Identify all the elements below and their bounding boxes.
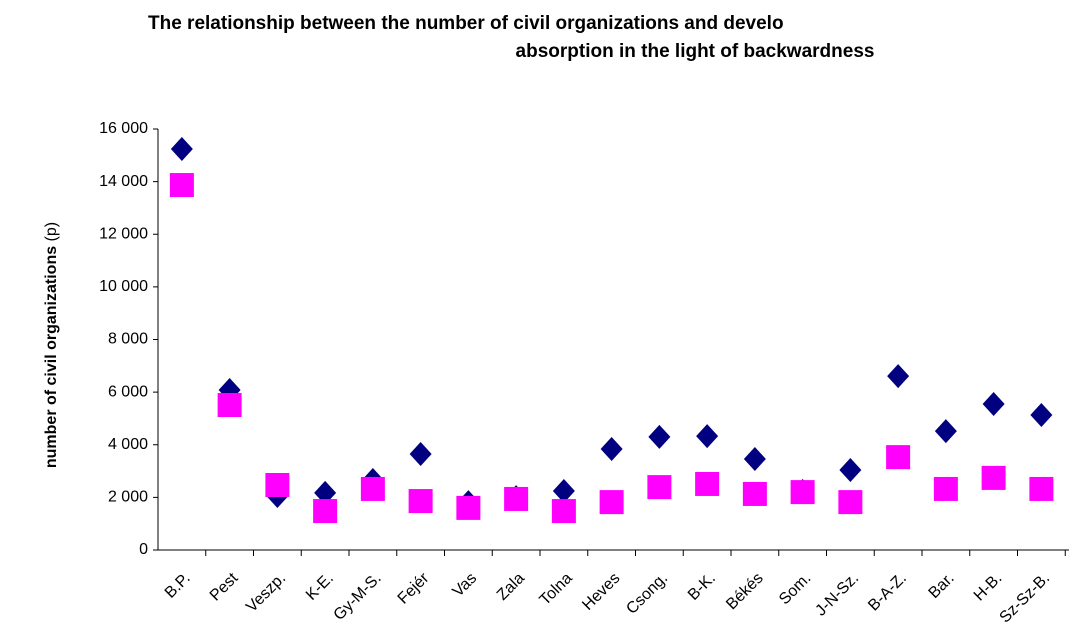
y-tick-label: 14 000 (99, 173, 148, 190)
point (600, 436, 623, 461)
y-axis-label: number of civil organizations (43, 246, 60, 468)
point (408, 489, 433, 514)
y-tick-label: 16 000 (99, 120, 148, 137)
point (551, 499, 576, 524)
x-tick-label: H-B. (971, 570, 1006, 605)
point (1030, 403, 1053, 428)
point (504, 486, 529, 511)
point (743, 446, 766, 471)
point (933, 476, 958, 501)
y-tick-label: 10 000 (99, 278, 148, 295)
x-tick-label: Heves (579, 570, 623, 614)
x-tick-label: Vas (450, 570, 481, 601)
x-tick-label: Zala (494, 570, 528, 604)
point (169, 173, 194, 198)
point (314, 480, 337, 505)
point (886, 445, 911, 470)
x-tick-label: Pest (207, 569, 242, 604)
point (1029, 476, 1054, 501)
x-tick-label: B.P. (162, 570, 194, 602)
point (409, 441, 432, 466)
point (742, 481, 767, 506)
x-tick-label: Bar. (926, 570, 958, 602)
x-tick-label: Veszp. (243, 570, 289, 616)
point (552, 479, 575, 504)
point (981, 465, 1006, 490)
y-tick-label: 0 (139, 541, 148, 558)
point (887, 364, 910, 389)
chart-title: The relationship between the number of c… (148, 13, 784, 34)
x-tick-label: Csong. (623, 570, 671, 618)
point (360, 476, 385, 501)
chart-title: absorption in the light of backwardness (516, 41, 875, 62)
point (170, 136, 193, 161)
point (696, 424, 719, 449)
point (217, 393, 242, 418)
point (839, 458, 862, 483)
x-tick-label: J-N-Sz. (812, 570, 862, 620)
point (838, 490, 863, 515)
y-tick-label: 6 000 (108, 383, 148, 400)
y-tick-label: 2 000 (108, 489, 148, 506)
y-tick-label: 4 000 (108, 436, 148, 453)
point (313, 499, 338, 524)
y-axis-unit: (p) (43, 222, 60, 242)
x-tick-label: K-E. (303, 570, 337, 604)
y-tick-label: 12 000 (99, 225, 148, 242)
point (456, 495, 481, 520)
x-tick-label: B-A-Z. (865, 570, 910, 615)
point (790, 480, 815, 505)
x-tick-label: Tolna (537, 570, 576, 609)
x-tick-label: Gy-M-S. (331, 570, 385, 624)
x-tick-label: Sz-Sz-B. (997, 570, 1054, 627)
point (265, 473, 290, 498)
point (695, 471, 720, 496)
point (647, 475, 672, 500)
x-tick-label: Som. (776, 570, 814, 608)
x-tick-label: Fejér (395, 569, 433, 607)
y-axis-label: number of civil organizations (p) (43, 222, 60, 468)
point (599, 490, 624, 515)
point (982, 391, 1005, 416)
y-tick-label: 8 000 (108, 331, 148, 348)
point (648, 424, 671, 449)
x-tick-label: Békés (723, 570, 766, 613)
x-tick-label: B-K. (685, 570, 719, 604)
point (934, 419, 957, 444)
